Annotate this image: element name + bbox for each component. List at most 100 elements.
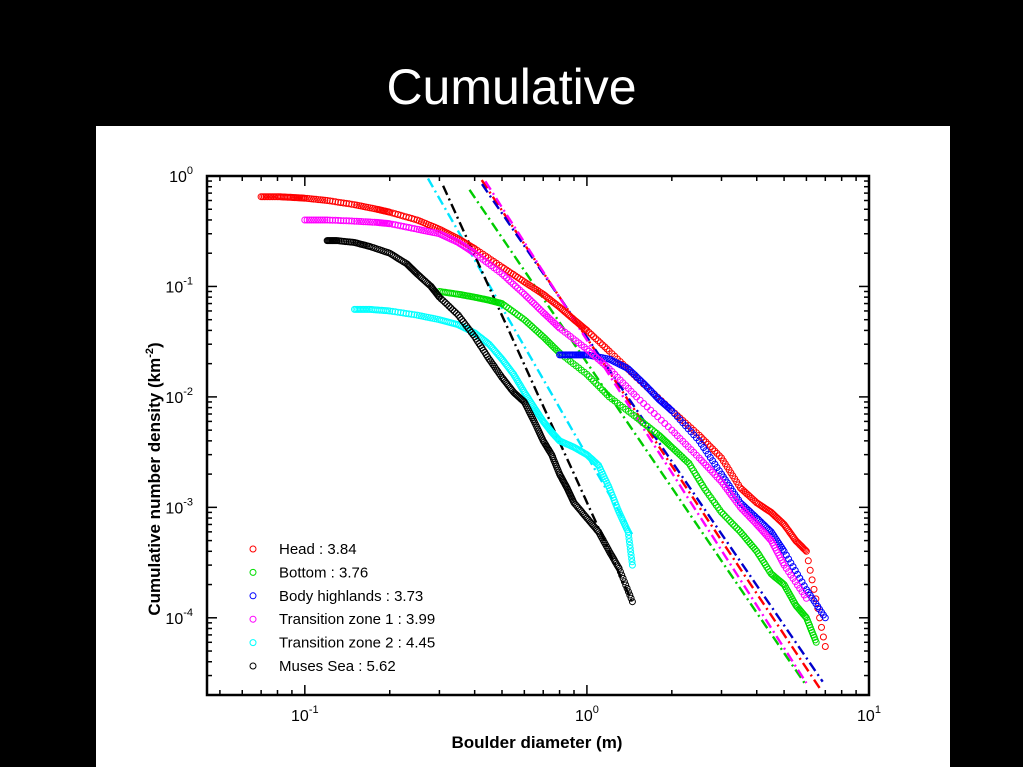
data-point [517, 383, 525, 391]
data-point [441, 299, 449, 306]
data-point [719, 510, 727, 518]
data-point [451, 308, 458, 315]
data-point [319, 216, 327, 224]
data-point [700, 459, 708, 467]
data-point [310, 216, 318, 224]
data-point [509, 308, 517, 316]
data-point [518, 385, 526, 393]
data-point [439, 297, 447, 305]
legend-label: Transition zone 1 : 3.99 [279, 611, 435, 628]
data-point [608, 552, 616, 560]
data-point [664, 423, 672, 431]
data-point [447, 304, 455, 312]
data-point [802, 594, 810, 602]
data-point [308, 216, 315, 224]
data-point [498, 270, 506, 278]
data-point [818, 623, 825, 631]
data-points [257, 193, 829, 650]
data-point [787, 559, 795, 567]
data-point [511, 282, 519, 290]
data-point [515, 379, 523, 387]
data-point [626, 541, 634, 549]
data-point [308, 195, 315, 203]
data-point [620, 578, 628, 586]
data-point [780, 547, 788, 555]
data-point [628, 558, 636, 566]
slide-title: Cumulative [386, 59, 637, 115]
data-point [735, 526, 742, 534]
data-point [700, 436, 708, 444]
data-point [535, 288, 543, 296]
data-point [412, 269, 420, 277]
data-point [359, 218, 367, 226]
data-point [647, 406, 655, 414]
data-point [587, 375, 595, 383]
data-point [410, 311, 418, 319]
data-point [590, 351, 598, 359]
data-point [301, 194, 309, 202]
y-axis-label-main: Cumulative number density (km [145, 358, 164, 616]
data-point [709, 445, 717, 453]
data-point [637, 417, 645, 425]
data-point [388, 250, 395, 258]
data-point [619, 574, 627, 582]
data-point [618, 571, 626, 579]
data-point [661, 420, 669, 427]
data-point [357, 218, 365, 225]
data-point [459, 318, 467, 326]
data-point [303, 216, 311, 224]
data-point [509, 280, 517, 288]
data-point [592, 459, 600, 467]
y-tick-label: 10-1 [165, 275, 193, 296]
data-point [606, 549, 614, 557]
series-5-points [323, 237, 636, 606]
legend: Head : 3.84 Bottom : 3.76 Body highlands :… [249, 541, 435, 675]
data-point [624, 528, 632, 536]
data-point [449, 306, 457, 314]
data-point [583, 345, 591, 353]
data-point [635, 415, 643, 423]
data-point [624, 588, 632, 596]
data-point [625, 531, 633, 539]
data-point [303, 194, 311, 202]
data-point [331, 198, 339, 206]
data-point [821, 643, 829, 650]
data-point [535, 305, 543, 313]
data-point [713, 473, 721, 481]
data-point [592, 379, 600, 387]
data-point [454, 311, 462, 319]
series-2-points [556, 351, 829, 622]
data-point [503, 274, 510, 282]
data-point [654, 413, 662, 421]
data-point [599, 386, 606, 394]
data-point [452, 309, 460, 317]
data-point [718, 508, 725, 516]
data-point [625, 538, 633, 546]
data-point [366, 218, 374, 226]
legend-label: Bottom : 3.76 [279, 564, 368, 581]
data-point [498, 300, 506, 308]
data-point [796, 574, 804, 582]
data-point [798, 578, 806, 586]
data-point [443, 300, 451, 308]
data-point [622, 581, 630, 589]
data-point [410, 215, 418, 223]
data-point [364, 218, 372, 226]
data-point [512, 374, 520, 382]
y-tick-label: 10-2 [165, 386, 193, 407]
y-axis-label-sup: -2 [144, 348, 156, 358]
data-point [507, 278, 515, 286]
data-point [643, 403, 651, 411]
data-point [729, 520, 737, 528]
data-point [613, 561, 621, 569]
data-point [599, 341, 606, 349]
data-point [640, 400, 648, 407]
data-point [657, 416, 665, 424]
data-point [704, 464, 712, 471]
legend-marker [249, 568, 257, 576]
data-point [467, 329, 475, 336]
data-point [534, 303, 542, 311]
data-point [628, 561, 636, 569]
y-tick-label: 10-3 [165, 496, 193, 517]
fit-line-3 [484, 180, 808, 684]
